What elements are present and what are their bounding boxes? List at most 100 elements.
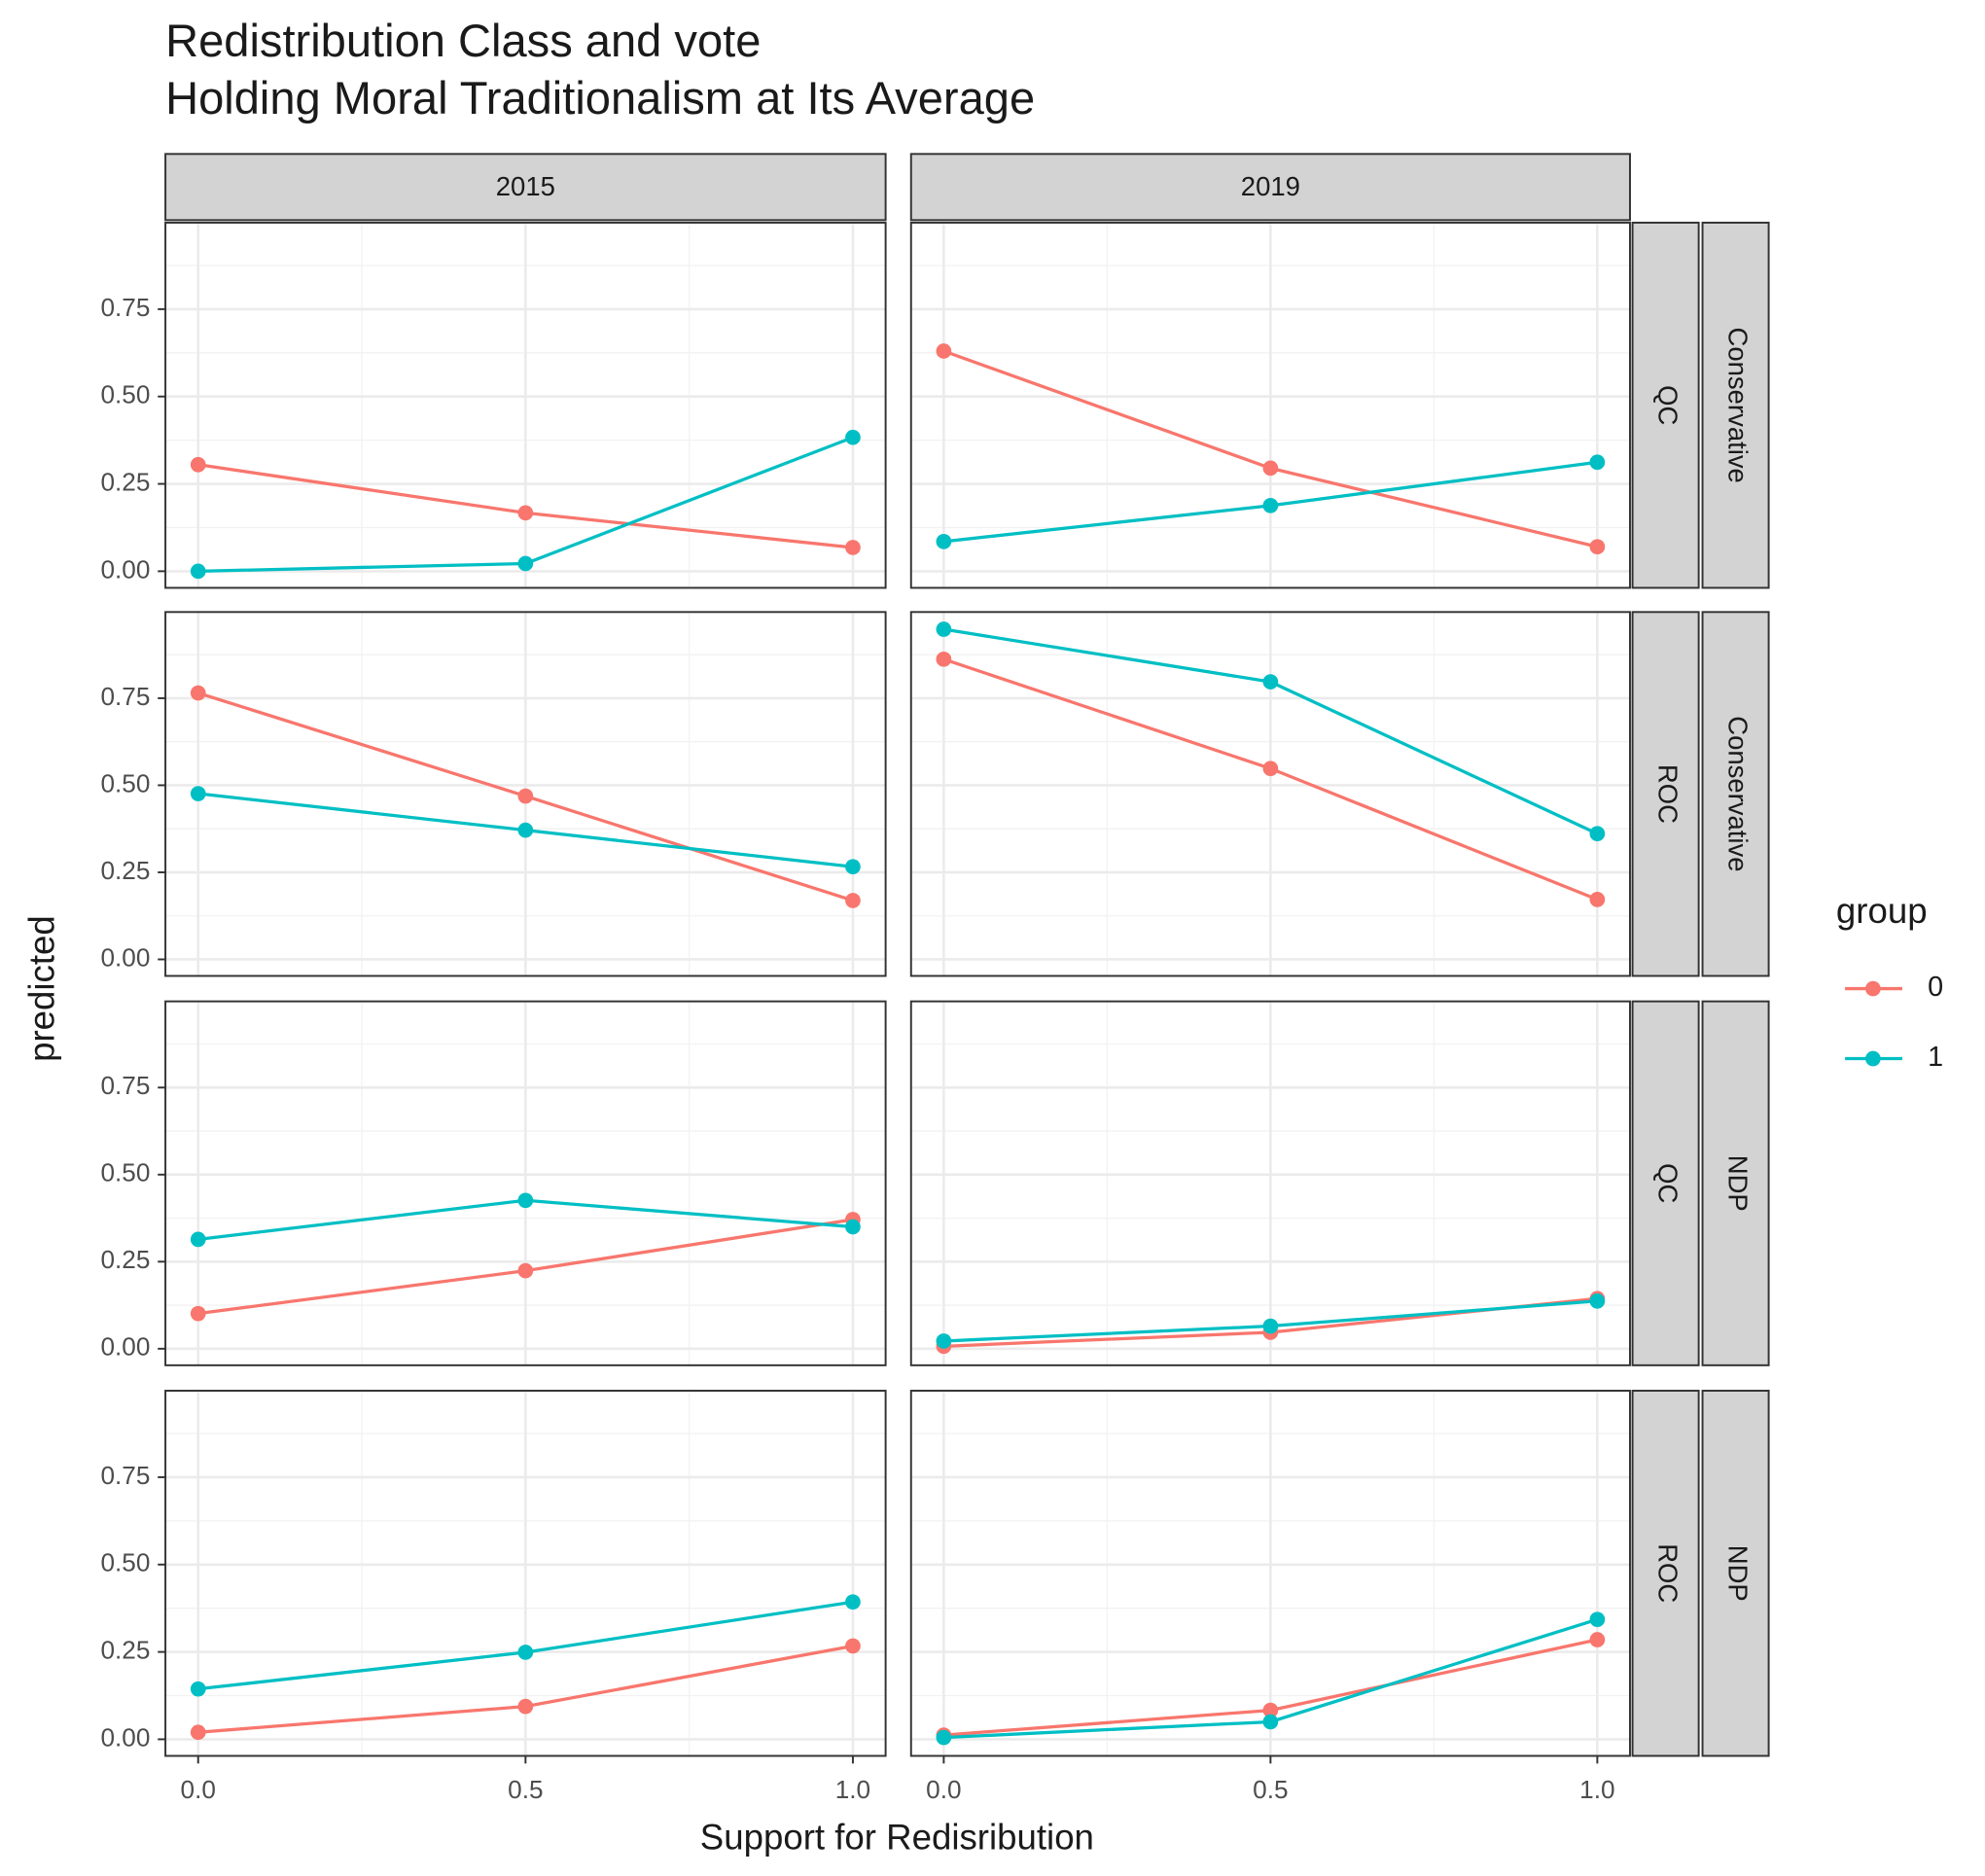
data-point: [190, 1305, 206, 1322]
x-tick-label: 0.0: [926, 1775, 961, 1804]
data-point: [1262, 761, 1279, 777]
y-tick-label: 0.75: [100, 682, 150, 711]
panel-border: [164, 221, 887, 589]
data-point: [845, 540, 861, 555]
legend-marker: [1865, 1050, 1881, 1067]
panel-border: [909, 221, 1631, 589]
data-point: [1262, 460, 1279, 477]
data-point: [190, 563, 206, 580]
data-point: [936, 533, 952, 549]
data-point: [845, 429, 861, 445]
y-axis-label: predicted: [21, 915, 61, 1062]
data-point: [1589, 1292, 1606, 1309]
data-point: [936, 651, 952, 667]
data-point: [190, 685, 206, 701]
facet-strip-label: ROC: [1652, 764, 1683, 824]
y-tick-label: 0.50: [100, 768, 150, 797]
y-tick-label: 0.25: [100, 467, 150, 496]
data-point: [1262, 674, 1279, 690]
chart-title: Redistribution Class and vote: [165, 15, 761, 66]
y-tick-label: 0.25: [100, 1636, 150, 1665]
data-point: [517, 505, 534, 521]
panel-border: [164, 1000, 887, 1366]
data-point: [517, 1262, 534, 1279]
facet-strip-label: QC: [1652, 385, 1683, 425]
facet-strip-label: ROC: [1652, 1543, 1683, 1603]
facet-strip: [1631, 611, 1700, 977]
panel-border: [164, 611, 887, 977]
data-point: [845, 1219, 861, 1235]
x-tick-label: 0.0: [181, 1775, 216, 1804]
facet-strip: [1631, 221, 1700, 589]
data-point: [517, 1192, 534, 1209]
data-point: [190, 1681, 206, 1697]
facet-strip: [909, 153, 1631, 222]
x-tick-label: 0.5: [1253, 1775, 1288, 1804]
y-tick-label: 0.00: [100, 942, 150, 972]
data-point: [936, 1333, 952, 1349]
facet-strip: [1701, 221, 1770, 589]
data-point: [190, 456, 206, 473]
y-tick-label: 0.50: [100, 380, 150, 409]
facet-strip: [1701, 1390, 1770, 1757]
data-point: [1589, 1632, 1606, 1647]
facet-strip-label: 2019: [1241, 171, 1300, 201]
data-point: [845, 859, 861, 875]
legend-label: 1: [1928, 1042, 1943, 1073]
data-point: [936, 343, 952, 359]
data-point: [1589, 454, 1606, 471]
data-point: [517, 788, 534, 804]
data-point: [517, 1698, 534, 1715]
facet-strip-label: 2015: [496, 171, 555, 201]
data-point: [845, 1638, 861, 1654]
facet-strip-label: NDP: [1722, 1155, 1753, 1212]
facet-strip-label: Conservative: [1722, 716, 1753, 871]
facet-strip: [1701, 1000, 1770, 1366]
panel-border: [909, 1000, 1631, 1366]
x-axis-label: Support for Redisribution: [700, 1818, 1094, 1858]
data-point: [1262, 1702, 1279, 1718]
facet-strip-label: NDP: [1722, 1545, 1753, 1602]
data-point: [190, 1724, 206, 1741]
data-point: [1589, 539, 1606, 555]
y-tick-label: 0.75: [100, 1071, 150, 1100]
y-tick-label: 0.50: [100, 1548, 150, 1577]
data-point: [1589, 826, 1606, 842]
data-point: [1589, 1611, 1606, 1628]
data-point: [845, 893, 861, 908]
data-point: [517, 822, 534, 838]
legend-marker: [1865, 980, 1881, 997]
x-tick-label: 1.0: [835, 1775, 870, 1804]
y-tick-label: 0.75: [100, 1461, 150, 1490]
data-point: [1589, 892, 1606, 907]
facet-strip: [1701, 611, 1770, 977]
data-point: [1262, 1714, 1279, 1730]
facet-strip-label: Conservative: [1722, 328, 1753, 483]
panel-border: [909, 611, 1631, 977]
y-tick-label: 0.00: [100, 1722, 150, 1752]
legend-label: 0: [1928, 972, 1943, 1003]
facet-strip: [164, 153, 887, 222]
data-point: [936, 1729, 952, 1746]
data-point: [190, 1231, 206, 1248]
y-tick-label: 0.00: [100, 554, 150, 584]
x-tick-label: 0.5: [508, 1775, 543, 1804]
data-point: [517, 555, 534, 572]
data-point: [190, 786, 206, 801]
data-point: [1262, 1318, 1279, 1334]
x-tick-label: 1.0: [1579, 1775, 1614, 1804]
data-point: [1262, 497, 1279, 513]
data-point: [517, 1645, 534, 1660]
y-tick-label: 0.50: [100, 1158, 150, 1187]
y-tick-label: 0.25: [100, 856, 150, 885]
y-tick-label: 0.75: [100, 293, 150, 322]
y-tick-label: 0.00: [100, 1332, 150, 1362]
facet-strip: [1631, 1390, 1700, 1757]
chart-subtitle: Holding Moral Traditionalism at Its Aver…: [165, 72, 1035, 124]
facet-strip: [1631, 1000, 1700, 1366]
data-point: [936, 621, 952, 637]
facet-strip-label: QC: [1652, 1163, 1683, 1203]
y-tick-label: 0.25: [100, 1245, 150, 1274]
legend-title: group: [1836, 891, 1928, 931]
